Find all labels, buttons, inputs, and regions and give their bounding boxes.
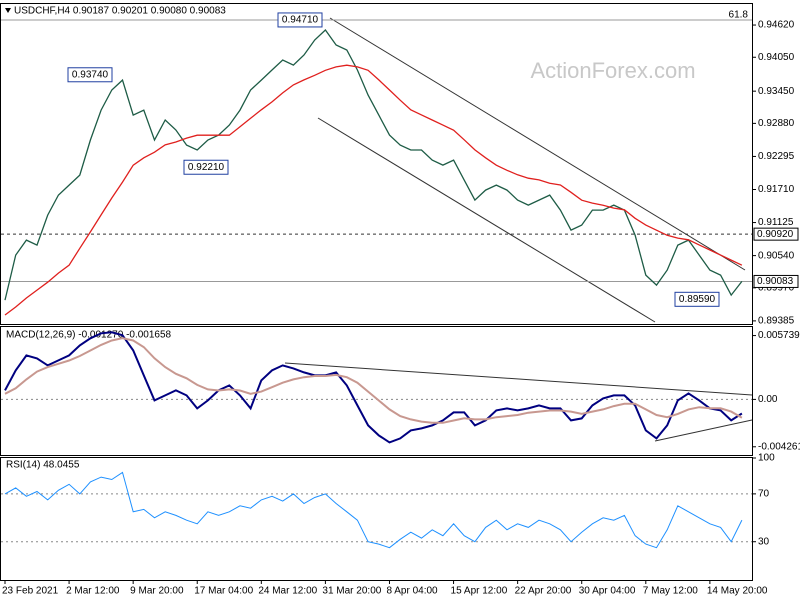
level-label: 0.90920	[757, 229, 794, 240]
price-frame	[0, 3, 753, 325]
macd-trend-upper	[284, 362, 753, 396]
level-box	[753, 274, 799, 288]
x-tick-label: 31 Mar 20:00	[322, 586, 381, 597]
level-box	[753, 227, 799, 241]
x-tick-label: 9 Mar 20:00	[130, 586, 184, 597]
annotation-box	[67, 67, 113, 83]
y-tick-label: 0.92880	[758, 118, 795, 129]
y-tick-label: 0.89385	[758, 316, 795, 327]
x-tick-label: 23 Feb 2021	[2, 586, 59, 597]
annotation-label: 0.92210	[188, 162, 225, 173]
x-tick-label: 7 May 12:00	[643, 586, 698, 597]
x-tick-label: 22 Apr 20:00	[515, 586, 572, 597]
y-tick-label: 0.005739	[758, 330, 800, 341]
y-tick-label: 0.93450	[758, 86, 795, 97]
channel-lower	[317, 117, 656, 323]
macd-frame	[0, 326, 753, 456]
rsi-title: RSI(14) 48.0455	[6, 460, 80, 471]
menu-arrow	[5, 8, 11, 13]
rsi-frame	[0, 457, 753, 581]
y-tick-label: 0.94050	[758, 52, 795, 63]
y-tick-label: -0.004261	[758, 441, 800, 452]
y-tick-label: 0.91125	[758, 217, 794, 228]
x-tick-label: 24 Mar 12:00	[258, 586, 317, 597]
series-line	[4, 331, 743, 444]
y-tick-label: 30	[758, 536, 770, 547]
annotation-label: 0.94710	[282, 15, 319, 26]
macd-title: MACD(12,26,9) -0.001270 -0.001658	[6, 330, 172, 341]
y-tick-label: 70	[758, 489, 770, 500]
level-label: 0.90083	[757, 276, 794, 287]
x-tick-label: 30 Apr 04:00	[579, 586, 636, 597]
x-tick-label: 2 Mar 12:00	[66, 586, 120, 597]
y-tick-label: 100	[758, 453, 775, 464]
y-tick-label: 0.91710	[758, 184, 795, 195]
x-tick-label: 14 May 20:00	[707, 586, 768, 597]
x-tick-label: 17 Mar 04:00	[194, 586, 253, 597]
series-line	[4, 337, 743, 424]
series-line	[4, 29, 743, 301]
level-label: 61.8	[729, 10, 749, 21]
y-tick-label: 0.89970	[758, 282, 795, 293]
annotation-label: 0.89590	[679, 294, 716, 305]
x-tick-label: 15 Apr 12:00	[451, 586, 508, 597]
y-tick-label: 0.00	[758, 394, 778, 405]
watermark: ActionForex.com	[530, 58, 695, 83]
channel-upper	[329, 17, 746, 271]
annotation-label: 0.93740	[72, 69, 109, 80]
annotation-box	[674, 291, 720, 307]
y-tick-label: 0.94620	[758, 20, 795, 31]
price-title: USDCHF,H4 0.90187 0.90201 0.90080 0.9008…	[14, 6, 226, 17]
y-tick-label: 0.92295	[758, 151, 795, 162]
x-tick-label: 8 Apr 04:00	[386, 586, 438, 597]
annotation-box	[277, 12, 323, 28]
y-tick-label: 0.90540	[758, 250, 795, 261]
series-line	[4, 471, 743, 549]
annotation-box	[183, 159, 229, 175]
macd-trend-lower	[654, 419, 753, 442]
series-line	[4, 64, 743, 316]
